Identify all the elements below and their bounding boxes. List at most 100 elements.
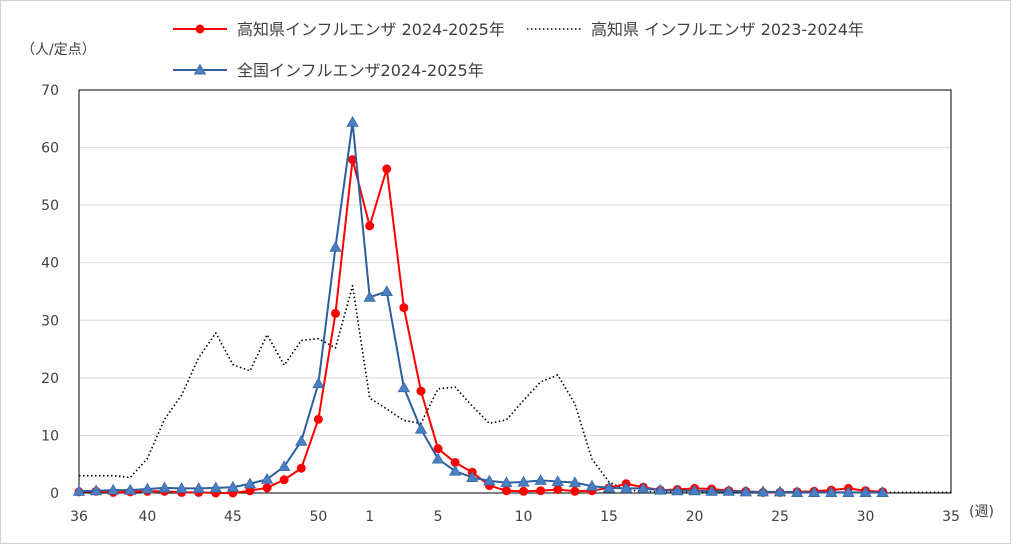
data-point [602,481,616,493]
data-point [568,476,582,488]
data-point [808,486,821,497]
legend-item: 全国インフルエンザ2024-2025年 [173,61,484,80]
y-tick-label: 50 [41,198,59,214]
y-tick-label: 40 [41,256,59,272]
data-point [296,463,306,473]
data-point [313,414,323,424]
x-tick-label: 36 [70,509,88,525]
data-point [365,221,375,231]
data-point [89,484,103,496]
y-tick-label: 30 [41,313,59,329]
data-point [859,486,872,497]
y-tick-label: 10 [41,428,59,444]
data-point [570,486,580,496]
data-point [380,285,393,297]
data-point [175,482,188,493]
x-tick-label: 50 [309,509,327,525]
data-point [553,485,563,495]
data-point [141,482,154,494]
x-tick-label: 1 [365,509,374,525]
data-point [226,480,240,492]
y-tick-label: 70 [41,83,59,99]
data-point [739,485,753,497]
data-point [192,482,205,493]
data-point [536,486,546,496]
data-point [551,475,564,487]
data-point [876,486,889,497]
data-point [619,482,633,493]
data-point [722,484,735,496]
data-point [416,386,426,396]
series-line [78,121,883,494]
data-point [72,484,86,496]
y-tick-label: 20 [41,371,59,387]
legend-label: 高知県インフルエンザ 2024-2025年 [237,20,505,39]
data-point [312,377,325,389]
data-point [517,475,530,487]
data-point [295,434,308,446]
data-point [329,240,342,252]
series-line [79,284,951,494]
series-1 [79,284,951,494]
x-tick-label: 15 [600,509,618,525]
x-tick-label: 30 [857,509,875,525]
data-point [397,381,411,393]
data-point [483,474,496,486]
x-tick-label: 35 [942,509,960,525]
grid-layer [79,147,951,436]
legend-label: 高知県 インフルエンザ 2023-2024年 [591,20,864,39]
data-point [279,475,289,485]
x-tick-label: 20 [686,509,704,525]
legend-item: 高知県インフルエンザ 2024-2025年 [173,20,505,39]
x-tick-label: 45 [224,509,242,525]
data-point [519,486,529,496]
data-point [124,483,137,495]
y-tick-label: 0 [50,486,59,502]
data-point [688,484,701,496]
data-point [773,485,787,497]
legend-item: 高知県 インフルエンザ 2023-2024年 [527,20,864,39]
series-layer [72,115,951,498]
data-point [209,481,222,493]
x-tick-label: 10 [515,509,533,525]
data-point [671,484,684,496]
data-point [431,452,445,464]
data-point [260,472,274,484]
data-point [158,481,171,493]
x-tick-labels: 36 40 45 50 1 5 10 15 20 25 30 35 [70,509,960,525]
x-tick-label: 25 [771,509,789,525]
legend-label: 全国インフルエンザ2024-2025年 [237,61,484,80]
series-2 [72,115,889,497]
data-point [585,479,599,491]
data-point [842,486,855,497]
data-point [363,290,376,302]
data-point [107,483,120,495]
data-point [330,308,340,318]
series-0 [74,155,888,498]
data-point [382,164,392,174]
data-point [346,115,359,127]
data-point [654,483,667,495]
data-point [277,460,291,472]
data-point [195,24,205,34]
data-point [243,477,257,489]
data-point [414,422,428,434]
data-point [790,486,804,497]
data-point [433,444,443,454]
y-tick-label: 60 [41,141,59,157]
legend: 高知県インフルエンザ 2024-2025年 高知県 インフルエンザ 2023-20… [173,20,864,80]
series-line [78,158,883,494]
data-point [193,63,207,75]
data-point [534,474,547,485]
data-point [756,485,770,497]
plot-area-border [78,89,952,494]
y-tick-labels: 0 10 20 30 40 50 60 70 [41,83,59,502]
data-point [500,476,513,488]
data-point [637,482,650,493]
data-point [448,464,462,476]
data-point [466,471,479,482]
data-point [705,484,718,496]
x-axis-unit: (週) [969,504,994,520]
